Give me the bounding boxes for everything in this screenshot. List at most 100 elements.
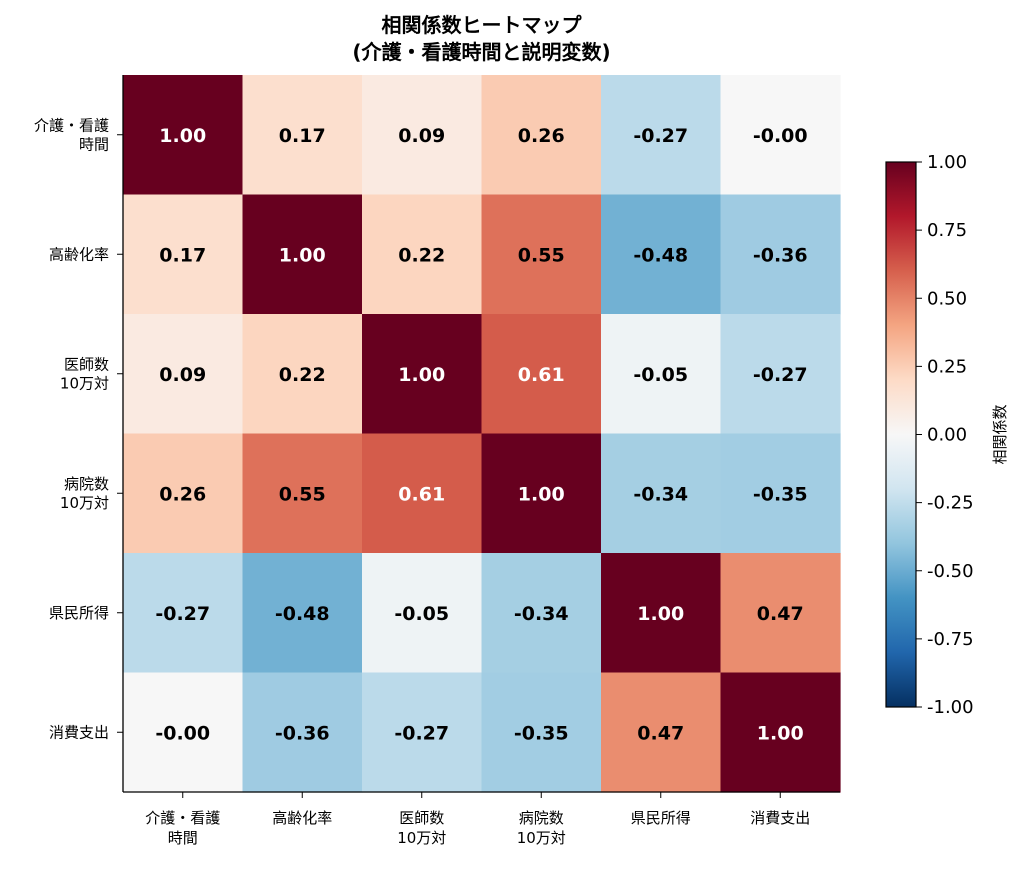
cell-value-label-4-3: -0.34 — [514, 603, 569, 625]
heatmap-cell-3-3 — [481, 433, 602, 554]
cell-value-label-0-0: 1.00 — [159, 125, 206, 147]
heatmap-cell-5-3 — [481, 672, 602, 793]
colorbar-tick-label-6: -0.50 — [927, 561, 974, 582]
heatmap-cell-1-3 — [481, 194, 602, 315]
heatmap-cell-2-5 — [720, 314, 841, 435]
cell-value-label-4-0: -0.27 — [155, 603, 210, 625]
colorbar-label: 相関係数 — [991, 404, 1009, 464]
chart-title-line-2: (介護・看護時間と説明変数) — [352, 40, 610, 64]
heatmap-cell-0-3 — [481, 75, 602, 196]
heatmap-cell-3-4 — [601, 433, 722, 554]
colorbar: 1.00 0.75 0.50 0.25 0.00 -0.25 -0.50 -0.75 -1.00… — [885, 152, 1009, 718]
cell-value-label-1-1: 1.00 — [279, 244, 326, 266]
cell-value-label-2-0: 0.09 — [159, 364, 206, 386]
cell-value-label-2-3: 0.61 — [518, 364, 565, 386]
heatmap-cell-1-5 — [720, 194, 841, 315]
heatmap-cell-5-4 — [601, 672, 722, 793]
colorbar-tick-label-1: 0.75 — [927, 220, 967, 241]
x-tick-label-3-0: 病院数 — [519, 809, 564, 827]
heatmap-cell-2-1 — [242, 314, 363, 435]
heatmap-cell-2-2 — [362, 314, 483, 435]
cell-value-label-0-5: -0.00 — [753, 125, 808, 147]
cell-value-label-4-4: 1.00 — [637, 603, 684, 625]
x-tick-label-2-0: 医師数 — [399, 809, 444, 827]
x-tick-label-4-0: 県民所得 — [631, 809, 691, 827]
x-tick-label-3-1: 10万対 — [517, 829, 566, 847]
heatmap-cell-0-1 — [242, 75, 363, 196]
cell-value-label-0-2: 0.09 — [398, 125, 445, 147]
cell-value-label-1-2: 0.22 — [398, 244, 445, 266]
heatmap-cell-5-5 — [720, 672, 841, 793]
heatmap-cell-2-3 — [481, 314, 602, 435]
cell-value-label-3-2: 0.61 — [398, 483, 445, 505]
heatmap-cell-4-5 — [720, 553, 841, 674]
heatmap-cell-1-4 — [601, 194, 722, 315]
colorbar-tick-label-4: 0.00 — [927, 425, 967, 446]
cell-value-label-1-4: -0.48 — [633, 244, 688, 266]
cell-value-label-3-0: 0.26 — [159, 483, 206, 505]
x-tick-label-0-1: 時間 — [168, 829, 198, 847]
cell-value-label-1-5: -0.36 — [753, 244, 808, 266]
heatmap-cell-0-5 — [720, 75, 841, 196]
cell-value-label-0-3: 0.26 — [518, 125, 565, 147]
heatmap-cell-5-2 — [362, 672, 483, 793]
x-tick-label-1-0: 高齢化率 — [272, 809, 332, 827]
colorbar-tick-label-7: -0.75 — [927, 629, 974, 650]
heatmap-cell-2-4 — [601, 314, 722, 435]
heatmap-cell-4-4 — [601, 553, 722, 674]
y-tick-label-5-0: 消費支出 — [49, 723, 109, 741]
cell-value-label-1-3: 0.55 — [518, 244, 565, 266]
x-tick-label-0-0: 介護・看護 — [145, 809, 220, 827]
heatmap-cell-1-1 — [242, 194, 363, 315]
heatmap-cell-1-2 — [362, 194, 483, 315]
cell-value-label-5-5: 1.00 — [757, 722, 804, 744]
heatmap-cell-4-0 — [123, 553, 244, 674]
cell-value-label-5-4: 0.47 — [637, 722, 684, 744]
x-tick-label-2-1: 10万対 — [397, 829, 446, 847]
y-tick-label-2-0: 医師数 — [64, 355, 109, 373]
y-tick-label-3-0: 病院数 — [64, 475, 109, 493]
cell-value-label-4-2: -0.05 — [394, 603, 449, 625]
x-tick-label-5-0: 消費支出 — [750, 809, 810, 827]
heatmap-cells: 1.00 0.17 0.09 0.26 -0.27 -0.00 0.17 1.00 0.22 0.… — [123, 75, 841, 793]
heatmap-cell-0-2 — [362, 75, 483, 196]
heatmap-cell-0-0 — [123, 75, 244, 196]
colorbar-tick-label-3: 0.25 — [927, 356, 967, 377]
chart-title-line-1: 相関係数ヒートマップ — [382, 13, 583, 37]
y-tick-label-3-1: 10万対 — [60, 494, 109, 512]
colorbar-tick-label-5: -0.25 — [927, 493, 974, 514]
cell-value-label-3-5: -0.35 — [753, 483, 808, 505]
heatmap-cell-3-5 — [720, 433, 841, 554]
heatmap-cell-3-0 — [123, 433, 244, 554]
cell-value-label-5-3: -0.35 — [514, 722, 569, 744]
cell-value-label-2-4: -0.05 — [633, 364, 688, 386]
heatmap-cell-5-1 — [242, 672, 363, 793]
cell-value-label-3-1: 0.55 — [279, 483, 326, 505]
colorbar-tick-label-0: 1.00 — [927, 152, 967, 173]
heatmap-cell-4-1 — [242, 553, 363, 674]
y-tick-label-0-1: 時間 — [79, 135, 109, 153]
cell-value-label-5-1: -0.36 — [275, 722, 330, 744]
cell-value-label-4-1: -0.48 — [275, 603, 330, 625]
heatmap-cell-4-3 — [481, 553, 602, 674]
heatmap-cell-5-0 — [123, 672, 244, 793]
cell-value-label-5-2: -0.27 — [394, 722, 449, 744]
heatmap-cell-2-0 — [123, 314, 244, 435]
cell-value-label-2-2: 1.00 — [398, 364, 445, 386]
cell-value-label-2-1: 0.22 — [279, 364, 326, 386]
heatmap-cell-4-2 — [362, 553, 483, 674]
colorbar-tick-label-2: 0.50 — [927, 288, 967, 309]
cell-value-label-1-0: 0.17 — [159, 244, 206, 266]
colorbar-tick-label-8: -1.00 — [927, 697, 974, 718]
heatmap-axes — [122, 75, 840, 793]
x-tick-labels: 介護・看護時間 高齢化率 医師数 10万対 病院数 10万対 県民所得 消費支出 — [145, 792, 810, 847]
cell-value-label-4-5: 0.47 — [757, 603, 804, 625]
cell-value-label-0-4: -0.27 — [633, 125, 688, 147]
heatmap-cell-0-4 — [601, 75, 722, 196]
chart-title: 相関係数ヒートマップ (介護・看護時間と説明変数) — [352, 13, 610, 64]
colorbar-bar — [885, 161, 917, 708]
y-tick-label-4-0: 県民所得 — [49, 604, 109, 622]
